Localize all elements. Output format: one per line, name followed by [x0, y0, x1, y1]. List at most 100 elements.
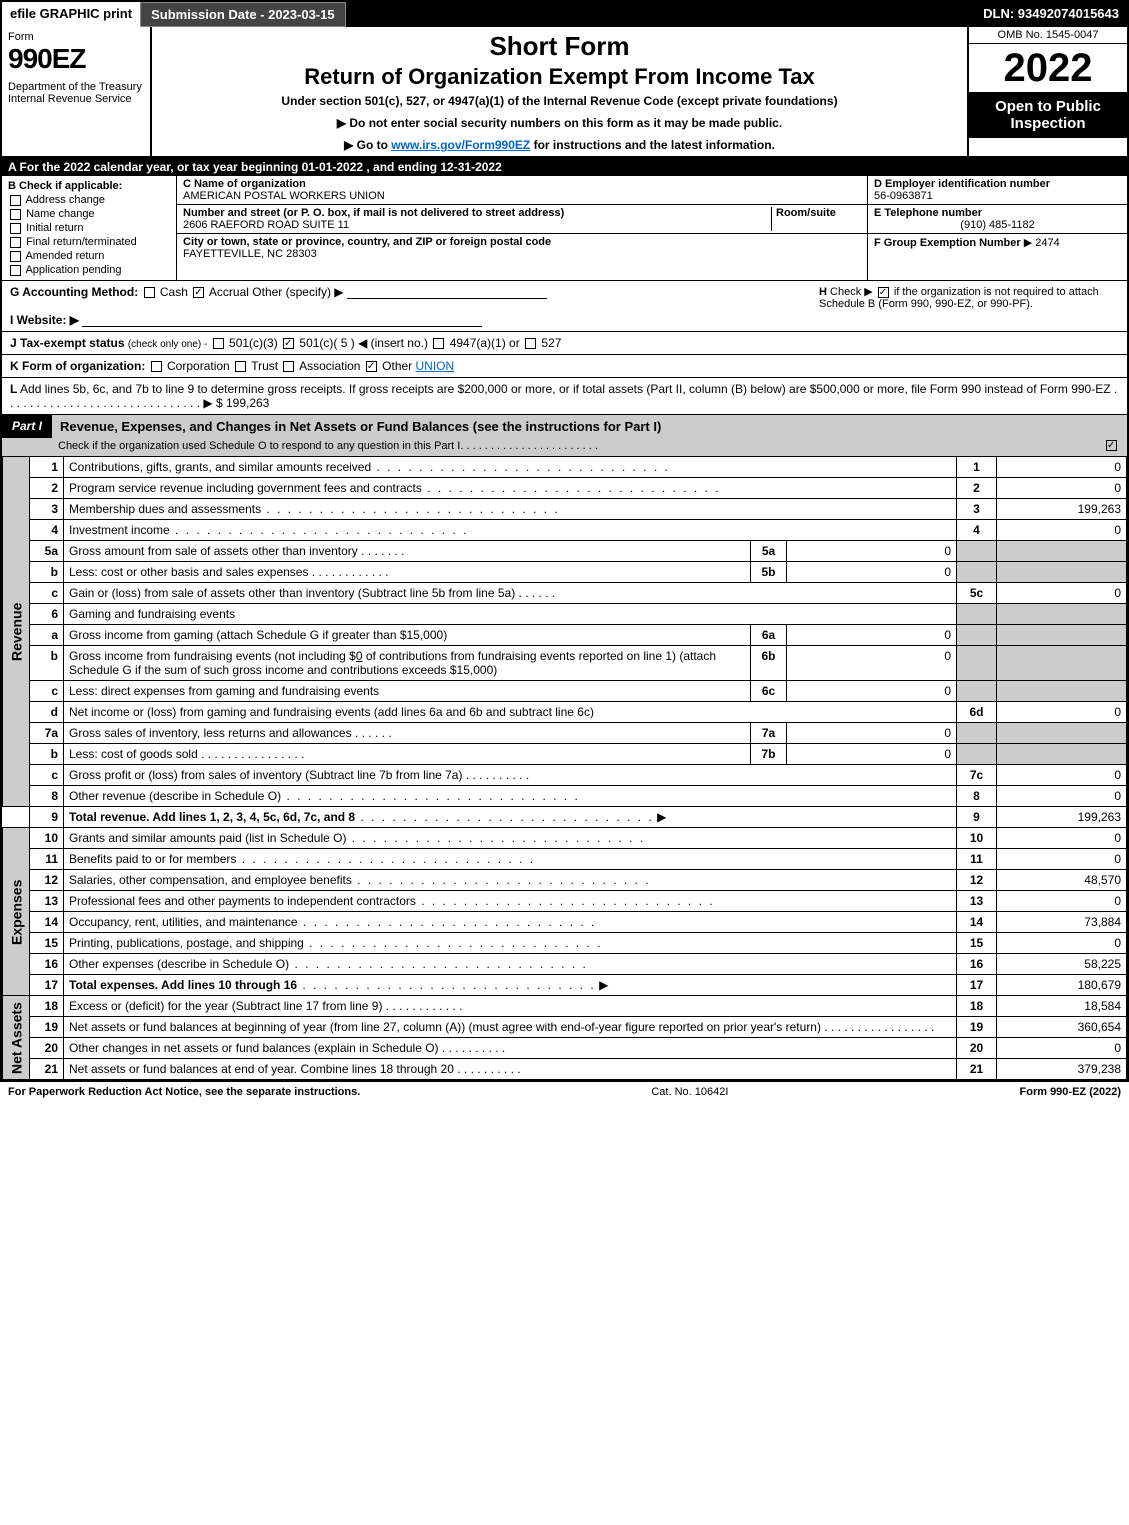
chk-address-change[interactable]: Address change: [8, 194, 170, 206]
row-j: J Tax-exempt status (check only one) - 5…: [2, 332, 1127, 355]
c-city-row: City or town, state or province, country…: [177, 234, 867, 262]
revenue-label: Revenue: [3, 457, 30, 807]
col-c: C Name of organization AMERICAN POSTAL W…: [177, 176, 867, 280]
footer-cat: Cat. No. 10642I: [360, 1086, 1019, 1098]
row-gh: G Accounting Method: Cash Accrual Other …: [2, 281, 1127, 332]
chk-trust[interactable]: [235, 361, 246, 372]
g-lbl: G Accounting Method:: [10, 285, 138, 299]
open-public: Open to Public Inspection: [969, 92, 1127, 138]
part1-subnote: Check if the organization used Schedule …: [2, 438, 1127, 456]
l-val: 199,263: [226, 396, 269, 410]
col-b: B Check if applicable: Address change Na…: [2, 176, 177, 280]
header-center: Short Form Return of Organization Exempt…: [152, 27, 967, 156]
d-row: D Employer identification number 56-0963…: [868, 176, 1127, 205]
spacer: [346, 2, 976, 27]
i-lbl: I Website: ▶: [10, 313, 79, 327]
d-lbl: D Employer identification number: [874, 178, 1050, 190]
e-row: E Telephone number (910) 485-1182: [868, 205, 1127, 234]
website-input[interactable]: [82, 313, 482, 327]
chk-application-pending[interactable]: Application pending: [8, 264, 170, 276]
l-arrow: ▶ $: [203, 396, 222, 410]
h-text: Check ▶: [830, 286, 873, 298]
dln-label: DLN: 93492074015643: [975, 2, 1127, 27]
omb-number: OMB No. 1545-0047: [969, 27, 1127, 44]
chk-initial-return[interactable]: Initial return: [8, 222, 170, 234]
return-title: Return of Organization Exempt From Incom…: [160, 64, 959, 90]
f-lbl: F Group Exemption Number: [874, 237, 1021, 249]
col-def: D Employer identification number 56-0963…: [867, 176, 1127, 280]
k-lbl: K Form of organization:: [10, 359, 145, 373]
section-a: A For the 2022 calendar year, or tax yea…: [2, 158, 1127, 176]
chk-h[interactable]: [878, 287, 889, 298]
footer: For Paperwork Reduction Act Notice, see …: [0, 1082, 1129, 1102]
part1-tab: Part I: [2, 415, 52, 438]
g-block: G Accounting Method: Cash Accrual Other …: [10, 285, 819, 327]
form-label: Form: [8, 31, 144, 43]
e-lbl: E Telephone number: [874, 207, 982, 219]
l-text: Add lines 5b, 6c, and 7b to line 9 to de…: [20, 382, 1111, 396]
link-irs[interactable]: www.irs.gov/Form990EZ: [391, 138, 530, 152]
note-goto-pre: ▶ Go to: [344, 138, 391, 152]
k-other-val[interactable]: UNION: [416, 359, 455, 373]
note-ssn: ▶ Do not enter social security numbers o…: [160, 116, 959, 130]
tax-year: 2022: [969, 44, 1127, 92]
c-room-lbl: Room/suite: [776, 207, 836, 219]
chk-schedule-o[interactable]: [1106, 440, 1117, 451]
c-city-lbl: City or town, state or province, country…: [183, 236, 551, 248]
f-row: F Group Exemption Number ▶ 2474: [868, 234, 1127, 251]
c-name-lbl: C Name of organization: [183, 178, 306, 190]
chk-501c[interactable]: [283, 338, 294, 349]
note-goto: ▶ Go to www.irs.gov/Form990EZ for instru…: [160, 138, 959, 152]
section-bcdef: B Check if applicable: Address change Na…: [2, 176, 1127, 281]
c-street-lbl: Number and street (or P. O. box, if mail…: [183, 207, 564, 219]
footer-left: For Paperwork Reduction Act Notice, see …: [8, 1086, 360, 1098]
dept-label: Department of the Treasury Internal Reve…: [8, 81, 144, 105]
other-specify-input[interactable]: [347, 285, 547, 299]
form-page: efile GRAPHIC print Submission Date - 20…: [0, 0, 1129, 1082]
chk-501c3[interactable]: [213, 338, 224, 349]
submission-date: Submission Date - 2023-03-15: [140, 2, 346, 27]
telephone: (910) 485-1182: [874, 219, 1121, 231]
part1-title: Revenue, Expenses, and Changes in Net As…: [52, 415, 1127, 438]
chk-527[interactable]: [525, 338, 536, 349]
efile-label: efile GRAPHIC print: [2, 2, 140, 27]
c-street-row: Number and street (or P. O. box, if mail…: [177, 205, 867, 234]
footer-form: Form 990-EZ (2022): [1020, 1086, 1122, 1098]
chk-final-return[interactable]: Final return/terminated: [8, 236, 170, 248]
chk-4947[interactable]: [433, 338, 444, 349]
form-number: 990EZ: [8, 43, 144, 75]
f-arrow: ▶: [1024, 237, 1032, 249]
row-l: L Add lines 5b, 6c, and 7b to line 9 to …: [2, 378, 1127, 415]
note-goto-post: for instructions and the latest informat…: [530, 138, 775, 152]
chk-accrual[interactable]: [193, 287, 204, 298]
chk-assoc[interactable]: [283, 361, 294, 372]
topbar: efile GRAPHIC print Submission Date - 20…: [2, 2, 1127, 27]
ein: 56-0963871: [874, 190, 933, 202]
chk-cash[interactable]: [144, 287, 155, 298]
h-block: H Check ▶ if the organization is not req…: [819, 285, 1119, 327]
j-lbl: J Tax-exempt status: [10, 336, 125, 350]
short-form-title: Short Form: [160, 31, 959, 62]
org-city: FAYETTEVILLE, NC 28303: [183, 248, 317, 260]
form-header: Form 990EZ Department of the Treasury In…: [2, 27, 1127, 158]
chk-other-org[interactable]: [366, 361, 377, 372]
b-header: B Check if applicable:: [8, 180, 122, 192]
group-exemption: 2474: [1035, 237, 1059, 249]
row-k: K Form of organization: Corporation Trus…: [2, 355, 1127, 378]
header-left: Form 990EZ Department of the Treasury In…: [2, 27, 152, 156]
org-street: 2606 RAEFORD ROAD SUITE 11: [183, 219, 349, 231]
header-right: OMB No. 1545-0047 2022 Open to Public In…: [967, 27, 1127, 156]
expenses-label: Expenses: [3, 828, 30, 996]
h-lbl: H: [819, 286, 827, 298]
org-name: AMERICAN POSTAL WORKERS UNION: [183, 190, 385, 202]
l-lbl: L: [10, 382, 17, 396]
chk-amended-return[interactable]: Amended return: [8, 250, 170, 262]
j-note: (check only one) -: [128, 339, 207, 350]
netassets-label: Net Assets: [3, 996, 30, 1080]
under-section: Under section 501(c), 527, or 4947(a)(1)…: [160, 94, 959, 108]
chk-corp[interactable]: [151, 361, 162, 372]
c-name-row: C Name of organization AMERICAN POSTAL W…: [177, 176, 867, 205]
lines-table: Revenue 1 Contributions, gifts, grants, …: [2, 456, 1127, 1080]
part1-header: Part I Revenue, Expenses, and Changes in…: [2, 415, 1127, 456]
chk-name-change[interactable]: Name change: [8, 208, 170, 220]
